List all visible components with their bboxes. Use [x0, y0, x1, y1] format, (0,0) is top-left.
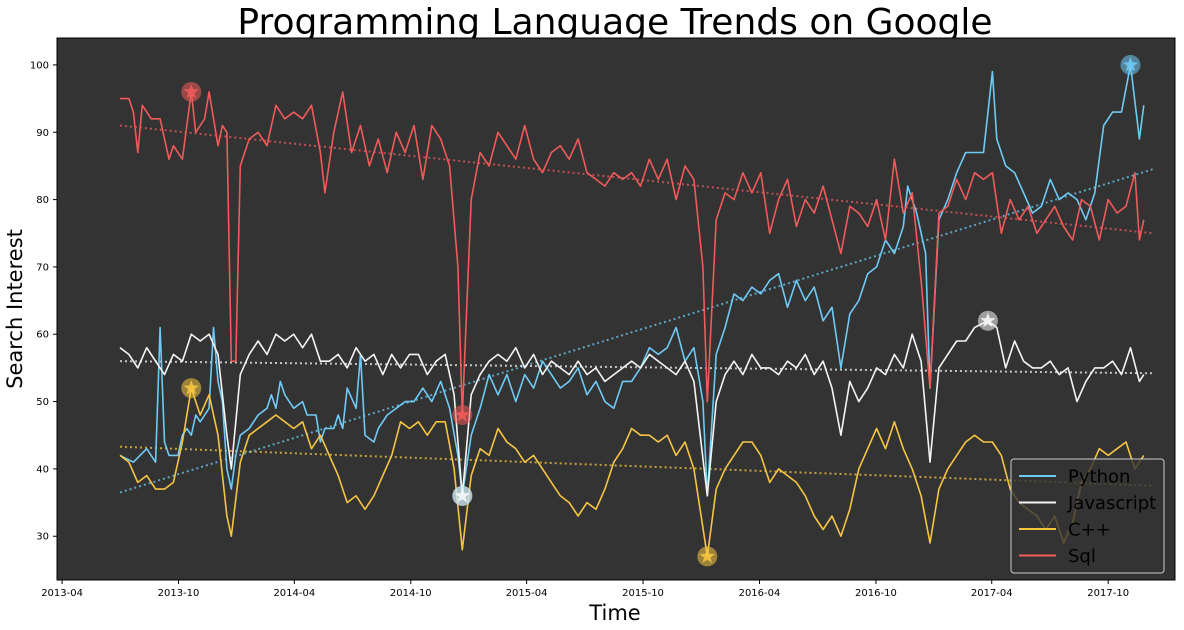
x-tick-label: 2015-10	[622, 588, 664, 599]
plot-area	[56, 37, 1176, 581]
series-line-python	[119, 64, 1145, 497]
legend-label: Javascript	[1067, 493, 1156, 514]
legend-label: C++	[1068, 520, 1111, 541]
x-tick-label: 2016-10	[855, 588, 897, 599]
trend-line-python	[119, 168, 1154, 494]
trend-line-javascript	[119, 360, 1153, 375]
highlight-star	[1122, 56, 1139, 72]
x-tick-label: 2017-10	[1087, 588, 1129, 599]
trend-line-c	[119, 445, 1153, 487]
chart-title: Programming Language Trends on Google	[237, 2, 992, 43]
x-tick-label: 2014-10	[390, 588, 432, 599]
x-tick-label: 2016-04	[739, 588, 781, 599]
highlight-star	[183, 83, 199, 99]
highlight-star	[454, 487, 470, 503]
x-tick-label: 2013-10	[158, 588, 200, 599]
y-tick-label: 100	[30, 60, 49, 71]
legend-label: Python	[1068, 467, 1130, 488]
y-tick-label: 70	[36, 262, 49, 273]
highlight-star	[183, 380, 199, 395]
y-tick-label: 40	[36, 464, 49, 475]
series-line-c	[119, 387, 1145, 558]
x-axis: 2013-04 2013-10 2014-04 2014-10 2015-04 2015-…	[41, 580, 1129, 599]
series-line-javascript	[119, 319, 1145, 497]
legend-box	[1010, 458, 1165, 574]
y-tick-label: 90	[36, 128, 49, 139]
y-tick-label: 50	[36, 397, 49, 408]
trend-lines	[119, 124, 1154, 494]
y-tick-label: 60	[36, 330, 49, 341]
x-tick-label: 2014-04	[273, 588, 315, 599]
legend: Python Javascript C++ Sql	[1010, 458, 1165, 574]
highlight-markers	[181, 54, 1141, 567]
y-tick-label: 30	[36, 532, 49, 543]
x-tick-label: 2017-04	[971, 588, 1013, 599]
x-axis-label: Time	[588, 601, 640, 625]
y-tick-label: 80	[36, 195, 49, 206]
highlight-star	[980, 312, 996, 328]
y-axis-label: Search Interest	[3, 229, 27, 389]
highlight-star	[699, 548, 715, 563]
series-line-sql	[120, 91, 1145, 416]
highlight-star	[454, 407, 470, 422]
series-lines	[119, 64, 1145, 558]
x-tick-label: 2013-04	[41, 588, 83, 599]
trend-line-sql	[119, 124, 1153, 235]
x-tick-label: 2015-04	[506, 588, 548, 599]
y-axis: 30 40 50 60 70 80 90 100	[30, 60, 57, 543]
legend-label: Sql	[1068, 546, 1096, 567]
